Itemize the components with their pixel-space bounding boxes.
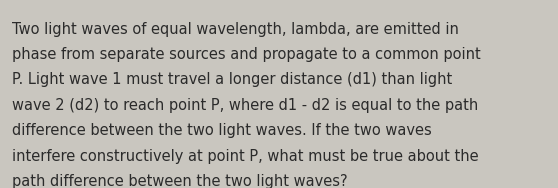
Text: difference between the two light waves. If the two waves: difference between the two light waves. …	[12, 123, 432, 138]
Text: path difference between the two light waves?: path difference between the two light wa…	[12, 174, 348, 188]
Text: P. Light wave 1 must travel a longer distance (d1) than light: P. Light wave 1 must travel a longer dis…	[12, 72, 453, 87]
Text: interfere constructively at point P, what must be true about the: interfere constructively at point P, wha…	[12, 149, 479, 164]
Text: wave 2 (d2) to reach point P, where d1 - d2 is equal to the path: wave 2 (d2) to reach point P, where d1 -…	[12, 98, 479, 113]
Text: phase from separate sources and propagate to a common point: phase from separate sources and propagat…	[12, 47, 481, 62]
Text: Two light waves of equal wavelength, lambda, are emitted in: Two light waves of equal wavelength, lam…	[12, 22, 459, 37]
